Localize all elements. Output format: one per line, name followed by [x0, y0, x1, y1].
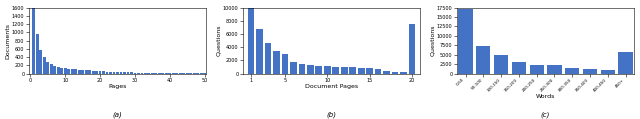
Bar	[204, 73, 206, 74]
Bar	[458, 9, 473, 74]
Bar	[316, 66, 322, 74]
Bar	[512, 62, 526, 74]
Bar	[123, 72, 126, 74]
Bar	[102, 71, 105, 74]
Bar	[494, 55, 508, 74]
Text: (a): (a)	[113, 111, 122, 118]
Y-axis label: Questions: Questions	[431, 25, 435, 56]
Bar	[161, 73, 164, 74]
Bar	[60, 68, 63, 74]
Bar	[408, 24, 415, 74]
Bar	[158, 73, 161, 74]
X-axis label: Document Pages: Document Pages	[305, 84, 358, 89]
Bar	[256, 29, 263, 74]
Bar	[618, 52, 633, 74]
Bar	[71, 69, 74, 74]
Bar	[81, 70, 84, 74]
Y-axis label: Documents: Documents	[6, 23, 10, 59]
X-axis label: Pages: Pages	[108, 84, 127, 89]
Bar	[358, 68, 365, 74]
Bar	[147, 73, 150, 74]
Bar	[151, 73, 154, 74]
Bar	[141, 73, 143, 74]
Bar	[67, 69, 70, 74]
Bar	[324, 66, 331, 74]
Bar	[43, 57, 45, 74]
Bar	[172, 73, 175, 74]
Bar	[120, 72, 122, 74]
Bar	[182, 73, 185, 74]
Bar	[109, 72, 112, 74]
Bar	[264, 43, 271, 74]
Bar	[165, 73, 168, 74]
Bar	[529, 64, 544, 74]
Bar	[298, 64, 305, 74]
Bar	[95, 71, 98, 74]
Bar	[46, 62, 49, 74]
Bar	[392, 72, 399, 74]
Bar	[186, 73, 189, 74]
Bar	[307, 65, 314, 74]
Bar	[273, 51, 280, 74]
Bar	[127, 72, 129, 74]
Bar	[57, 67, 60, 74]
Bar	[144, 73, 147, 74]
Bar	[33, 8, 35, 74]
Bar	[53, 66, 56, 74]
X-axis label: Words: Words	[536, 94, 556, 99]
Bar	[179, 73, 182, 74]
Bar	[116, 72, 119, 74]
Bar	[349, 67, 356, 74]
Bar	[601, 70, 615, 74]
Bar	[200, 73, 203, 74]
Bar	[134, 72, 136, 74]
Bar	[154, 73, 157, 74]
Text: (b): (b)	[326, 111, 337, 118]
Bar	[332, 67, 339, 74]
Bar	[168, 73, 172, 74]
Bar	[36, 34, 39, 74]
Bar	[175, 73, 178, 74]
Bar	[282, 54, 289, 74]
Bar	[88, 70, 91, 74]
Bar	[547, 65, 561, 74]
Bar	[50, 64, 52, 74]
Bar	[565, 68, 579, 74]
Bar	[74, 69, 77, 74]
Text: (c): (c)	[541, 111, 550, 118]
Bar	[583, 69, 597, 74]
Bar	[84, 70, 88, 74]
Bar	[106, 72, 108, 74]
Bar	[78, 70, 81, 74]
Bar	[400, 72, 407, 74]
Bar	[341, 67, 348, 74]
Bar	[248, 7, 255, 74]
Bar	[193, 73, 196, 74]
Y-axis label: Questions: Questions	[216, 25, 221, 56]
Bar	[113, 72, 115, 74]
Bar	[130, 72, 133, 74]
Bar	[476, 46, 490, 74]
Bar	[290, 62, 297, 74]
Bar	[99, 71, 102, 74]
Bar	[366, 68, 373, 74]
Bar	[137, 73, 140, 74]
Bar	[374, 69, 381, 74]
Bar	[40, 50, 42, 74]
Bar	[92, 71, 95, 74]
Bar	[383, 71, 390, 74]
Bar	[64, 68, 67, 74]
Bar	[189, 73, 192, 74]
Bar	[196, 73, 199, 74]
